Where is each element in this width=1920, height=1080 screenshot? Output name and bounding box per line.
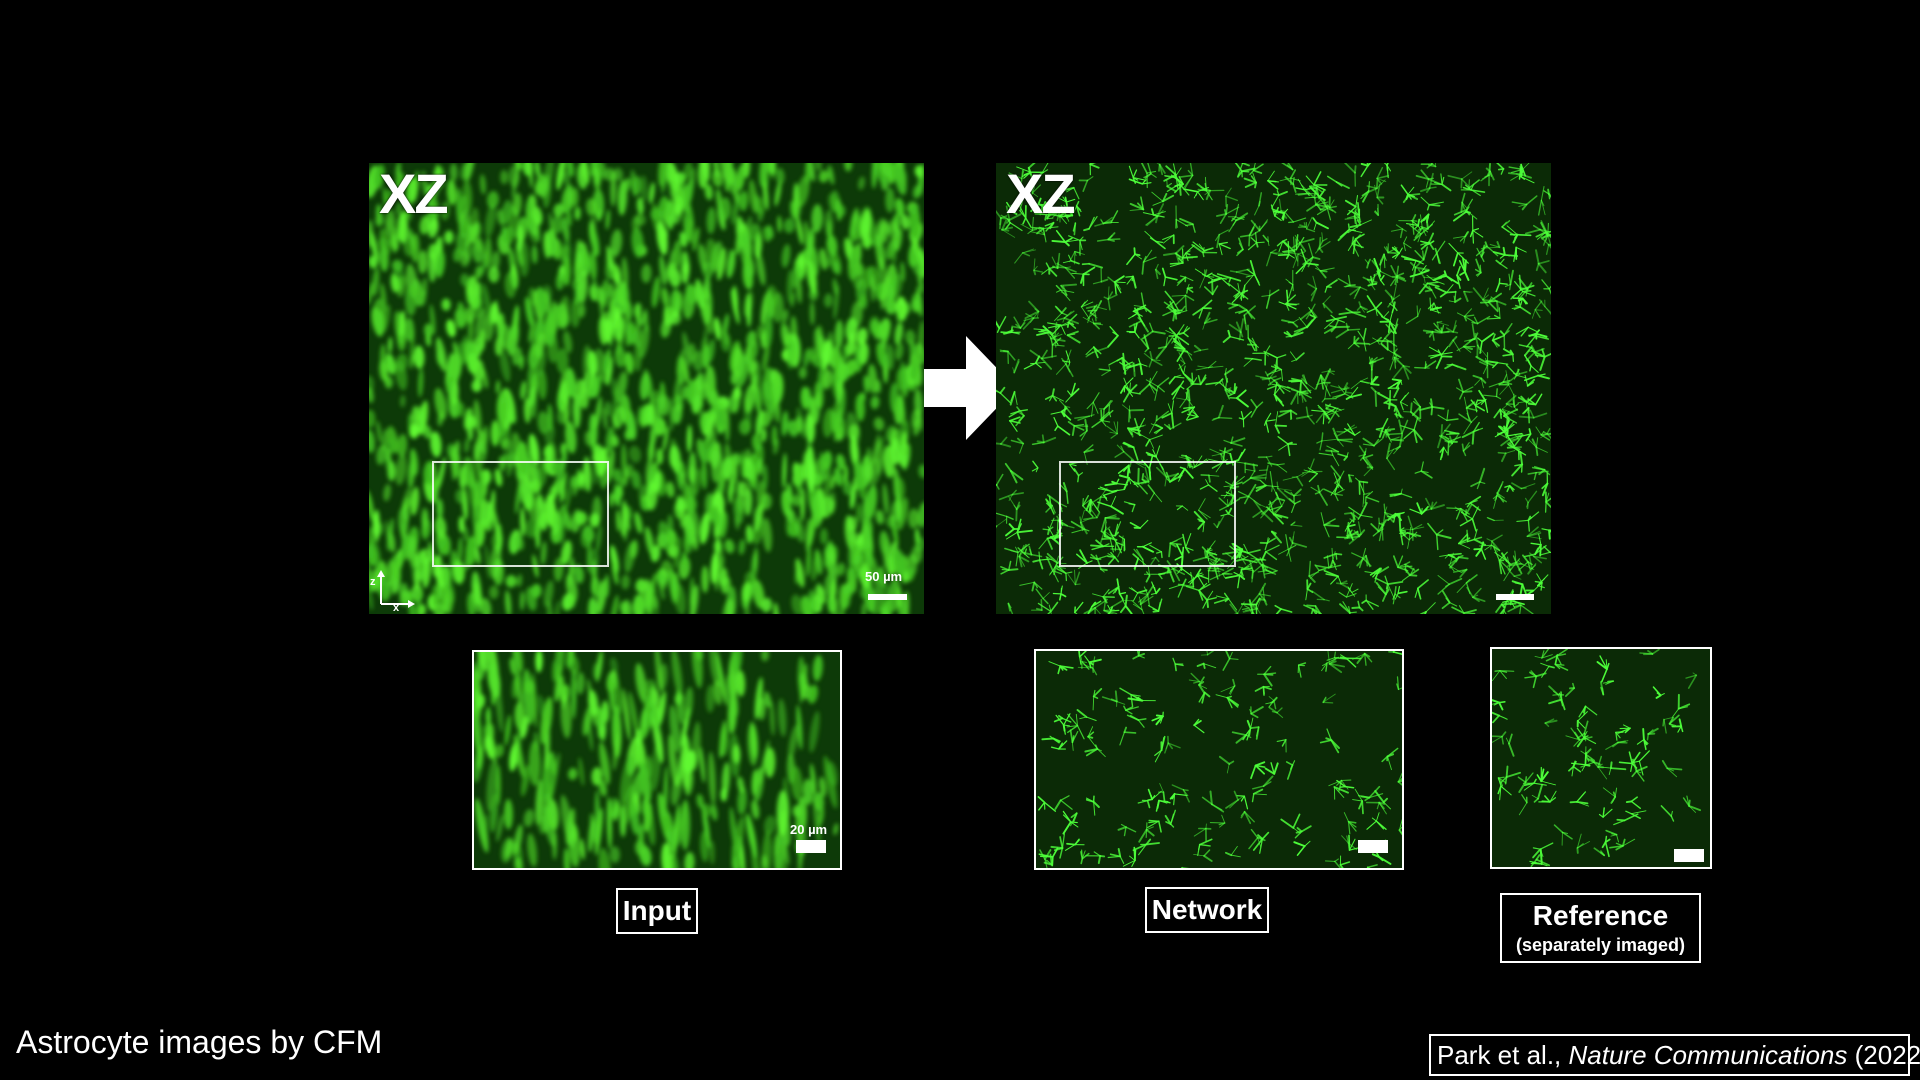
network-xz-texture	[996, 163, 1551, 614]
reference-caption-text: Reference	[1532, 900, 1669, 931]
input-roi-box	[432, 461, 609, 567]
slide-footer-title: Astrocyte images by CFM	[16, 1024, 383, 1060]
input-xz-label: XZ	[379, 163, 449, 225]
input-scale-text: 50 µm	[865, 569, 903, 584]
input-caption-text: Input	[622, 895, 692, 926]
input-scale-bar	[868, 594, 907, 600]
input-zoom-scale-text: 20 µm	[790, 822, 828, 837]
network-caption-text: Network	[1151, 894, 1263, 925]
network-zoom-texture	[1036, 651, 1402, 868]
citation-authors: Park et al.,	[1437, 1040, 1569, 1070]
citation-box: Park et al., Nature Communications (2022…	[1429, 1034, 1920, 1076]
network-roi-box	[1059, 461, 1236, 567]
network-xz-label: XZ	[1006, 163, 1076, 225]
reference-texture	[1492, 649, 1710, 867]
axis-z-label: z	[370, 576, 376, 588]
input-zoom-scale-bar	[796, 840, 826, 853]
right-arrow-icon	[924, 336, 1019, 445]
network-zoom-image	[1034, 649, 1404, 870]
input-caption: Input	[616, 888, 698, 934]
input-zoom-image: 20 µm	[472, 650, 842, 870]
network-zoom-scale-bar	[1358, 840, 1388, 853]
citation-journal: Nature Communications	[1568, 1040, 1848, 1070]
axis-indicator: z x	[369, 566, 419, 614]
reference-caption: Reference (separately imaged)	[1500, 893, 1701, 963]
input-xz-texture	[369, 163, 924, 614]
network-scale-bar	[1496, 594, 1534, 600]
network-xz-image: XZ	[996, 163, 1551, 614]
network-caption: Network	[1145, 887, 1269, 933]
input-zoom-texture	[474, 652, 840, 868]
input-xz-image: XZ 50 µm z x	[369, 163, 924, 614]
citation-year: (2022)	[1854, 1040, 1920, 1070]
axis-arrows-icon	[377, 570, 415, 608]
reference-image	[1490, 647, 1712, 869]
reference-scale-bar	[1674, 849, 1704, 862]
axis-x-label: x	[393, 602, 400, 614]
reference-subcaption-text: (separately imaged)	[1515, 935, 1686, 955]
